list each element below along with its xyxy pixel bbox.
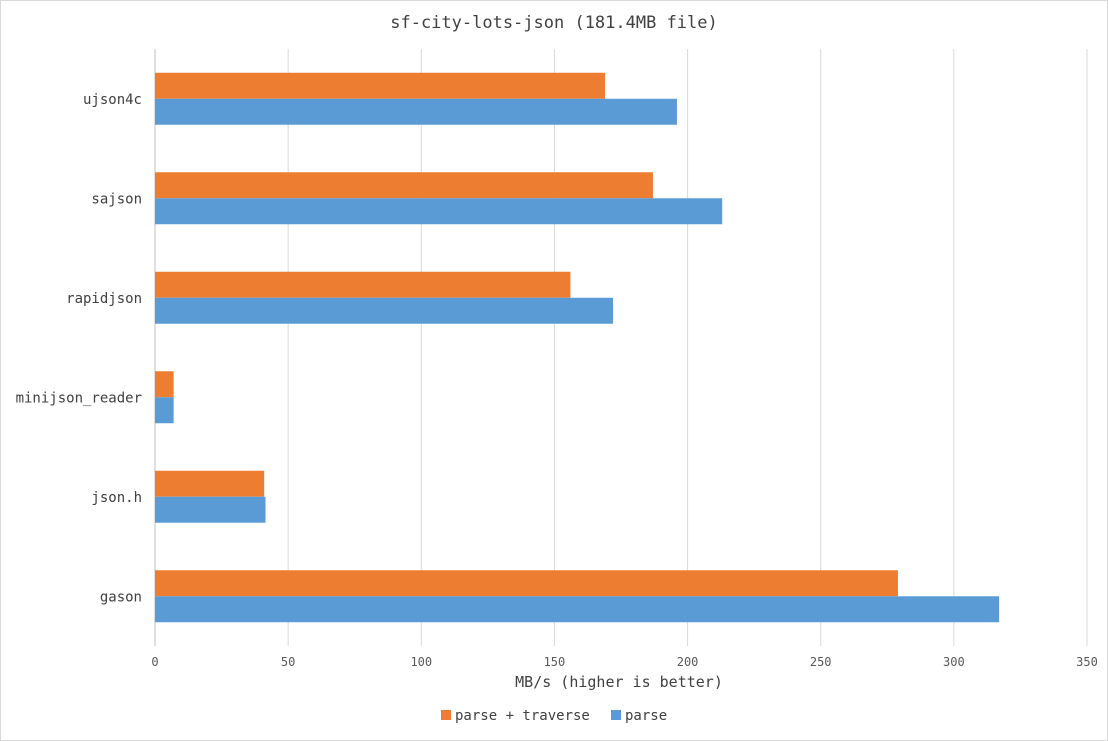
bar: [155, 496, 266, 523]
gridlines: [154, 49, 1088, 646]
category-label: rapidjson: [66, 291, 142, 307]
bar: [155, 397, 174, 424]
bar: [155, 198, 723, 225]
category-labels: ujson4c sajson rapidjson minijson_readerjso…: [16, 92, 142, 606]
x-tick-labels: 0 50 100 150 200 250 300 350: [151, 655, 1097, 669]
legend-swatch: [611, 710, 621, 720]
legend: parse + traverse parse: [441, 708, 667, 724]
category-label: ujson4c: [83, 92, 142, 108]
x-axis-title: MB/s (higher is better): [515, 673, 723, 691]
category-label: gason: [100, 589, 142, 605]
bar: [155, 98, 677, 125]
x-tick-label: 250: [810, 655, 832, 669]
category-label: sajson: [91, 191, 142, 207]
bar: [155, 371, 174, 398]
bar: [155, 297, 614, 324]
bar: [155, 570, 898, 597]
x-tick-label: 200: [677, 655, 699, 669]
x-tick-label: 150: [544, 655, 566, 669]
x-tick-label: 100: [410, 655, 432, 669]
x-tick-label: 350: [1076, 655, 1098, 669]
bar: [155, 470, 265, 497]
legend-item: parse + traverse: [441, 708, 590, 724]
bar: [155, 72, 606, 99]
legend-label: parse + traverse: [455, 708, 590, 724]
x-tick-label: 0: [151, 655, 158, 669]
bar: [155, 172, 653, 199]
legend-swatch: [441, 710, 451, 720]
bars: [155, 72, 1000, 623]
category-label: minijson_reader: [16, 390, 142, 406]
category-label: json.h: [91, 490, 142, 506]
bar: [155, 271, 571, 298]
x-tick-label: 300: [943, 655, 965, 669]
legend-label: parse: [625, 708, 667, 724]
x-tick-label: 50: [281, 655, 295, 669]
bar: [155, 596, 1000, 623]
legend-item: parse: [611, 708, 667, 724]
chart-title: sf-city-lots-json (181.4MB file): [390, 13, 718, 33]
